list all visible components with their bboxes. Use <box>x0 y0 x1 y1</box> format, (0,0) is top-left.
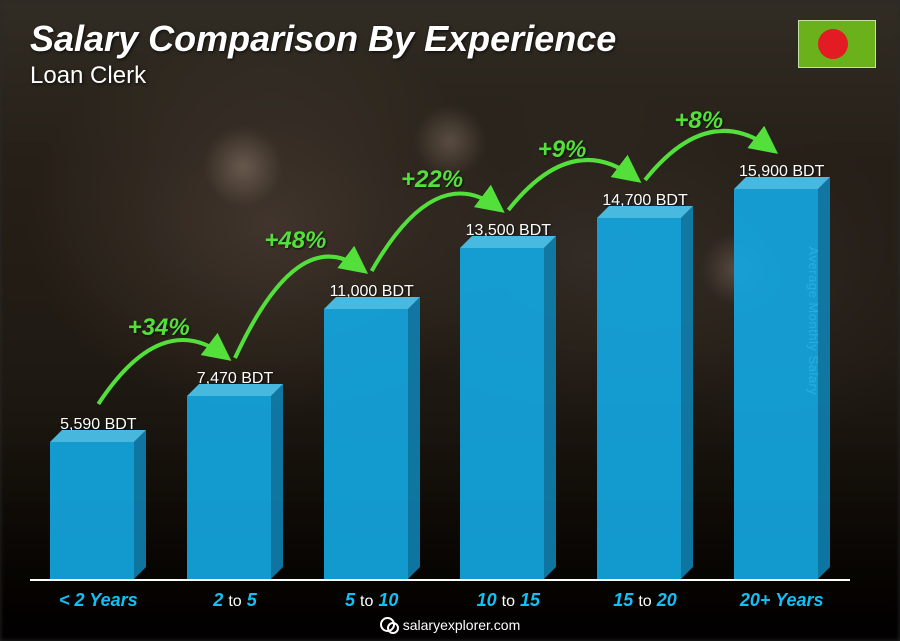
percent-increase-label: +34% <box>128 314 190 342</box>
percent-increase-label: +8% <box>674 107 723 135</box>
percent-increase-label: +9% <box>538 136 587 164</box>
bar <box>324 309 420 579</box>
x-axis-label: 15 to 20 <box>613 590 676 611</box>
footer: salaryexplorer.com <box>0 616 900 633</box>
page-title: Salary Comparison By Experience <box>30 18 616 60</box>
percent-increase-label: +48% <box>264 227 326 255</box>
flag-circle <box>818 29 848 59</box>
logo-icon <box>380 616 397 633</box>
x-axis-label: < 2 Years <box>59 590 138 611</box>
chart-column: 15,900 BDT20+ Years <box>713 105 850 579</box>
country-flag <box>798 20 876 68</box>
footer-site: salaryexplorer.com <box>403 617 521 633</box>
percent-increase-label: +22% <box>401 166 463 194</box>
bar-chart: 5,590 BDT< 2 Years7,470 BDT2 to 511,000 … <box>30 105 850 581</box>
bar <box>460 248 556 579</box>
x-axis-label: 2 to 5 <box>213 590 256 611</box>
x-axis-label: 10 to 15 <box>477 590 540 611</box>
chart-column: 7,470 BDT2 to 5 <box>167 105 304 579</box>
x-axis-label: 20+ Years <box>740 590 824 611</box>
chart-column: 5,590 BDT< 2 Years <box>30 105 167 579</box>
page-subtitle: Loan Clerk <box>30 62 146 90</box>
bar <box>734 189 830 579</box>
chart-column: 14,700 BDT15 to 20 <box>577 105 714 579</box>
bar <box>50 442 146 579</box>
bar <box>187 396 283 579</box>
bar <box>597 218 693 579</box>
x-axis-label: 5 to 10 <box>345 590 398 611</box>
